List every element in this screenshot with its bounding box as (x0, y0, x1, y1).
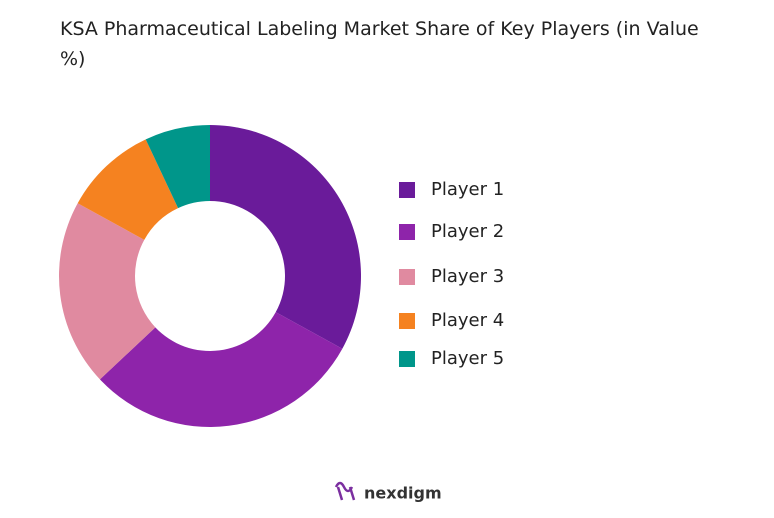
legend-swatch (399, 269, 415, 285)
donut-slice (210, 125, 361, 349)
legend-label: Player 1 (431, 179, 504, 200)
legend-label: Player 5 (431, 348, 504, 369)
legend-label: Player 2 (431, 221, 504, 242)
legend-swatch (399, 351, 415, 367)
legend-label: Player 4 (431, 310, 504, 331)
donut-slice (58, 203, 156, 380)
legend-label: Player 3 (431, 266, 504, 287)
donut-slice (77, 139, 179, 240)
legend-swatch (399, 313, 415, 329)
chart-title: KSA Pharmaceutical Labeling Market Share… (60, 18, 699, 70)
donut-slice (145, 125, 210, 209)
donut-slice (99, 312, 343, 427)
legend-swatch (399, 224, 415, 240)
logo-text: nexdigm (364, 484, 442, 503)
legend-swatch (399, 182, 415, 198)
logo-icon (334, 481, 356, 501)
